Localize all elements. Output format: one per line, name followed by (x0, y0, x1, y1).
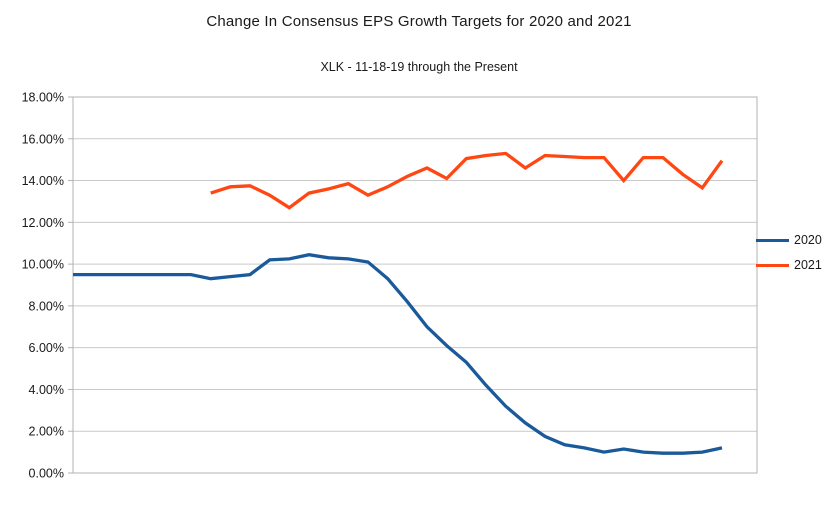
legend-line-swatch-2020 (756, 238, 789, 242)
series-line-2020 (73, 253, 723, 455)
chart-title: Change In Consensus EPS Growth Targets f… (206, 13, 632, 30)
y-tick-label: 10.00% (22, 258, 64, 272)
y-tick-label: 6.00% (29, 341, 64, 355)
y-tick-label: 2.00% (29, 425, 64, 439)
y-tick-label: 18.00% (22, 91, 64, 105)
legend-line-swatch-2021 (756, 263, 789, 267)
y-tick-label: 4.00% (29, 383, 64, 397)
series-line-2021 (210, 151, 724, 210)
chart-subtitle: XLK - 11-18-19 through the Present (320, 60, 518, 74)
y-tick-label: 14.00% (22, 174, 64, 188)
legend: 2020 2021 (756, 233, 822, 283)
legend-item-2020: 2020 (756, 233, 822, 247)
legend-label-2020: 2020 (794, 233, 822, 247)
y-tick-label: 8.00% (29, 299, 64, 313)
legend-label-2021: 2021 (794, 258, 822, 272)
legend-item-2021: 2021 (756, 258, 822, 272)
y-tick-label: 12.00% (22, 216, 64, 230)
y-tick-label: 0.00% (29, 467, 64, 481)
plot-border (72, 96, 758, 474)
y-tick-label: 16.00% (22, 132, 64, 146)
